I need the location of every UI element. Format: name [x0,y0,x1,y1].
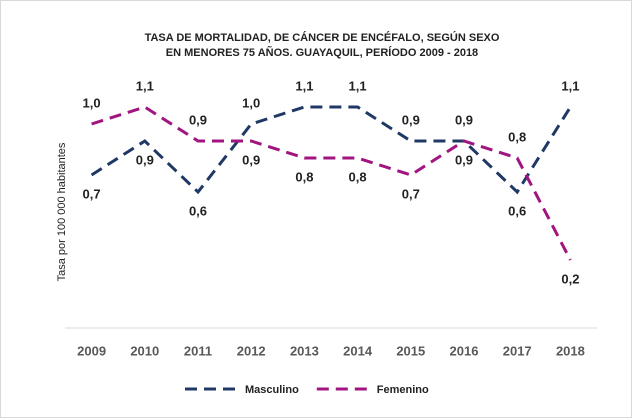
x-tick-label: 2010 [130,343,159,358]
x-tick-label: 2011 [184,343,212,358]
data-label: 0,6 [189,203,207,218]
chart-title: TASA DE MORTALIDAD, DE CÁNCER DE ENCÉFAL… [145,31,500,44]
data-label: 0,8 [508,129,526,144]
data-label: 1,0 [83,95,101,110]
data-label: 0,9 [455,152,473,167]
data-label: 0,2 [561,271,579,286]
data-label: 0,9 [189,112,207,127]
data-label: 0,8 [349,169,367,184]
x-tick-label: 2014 [343,343,373,358]
x-tick-label: 2009 [77,343,106,358]
data-label: 0,7 [402,186,420,201]
x-tick-label: 2016 [450,343,479,358]
data-label: 1,1 [295,78,313,93]
legend-label: Femenino [377,384,429,396]
x-tick-label: 2012 [237,343,266,358]
data-label: 1,1 [349,78,367,93]
x-tick-label: 2017 [503,343,532,358]
data-label: 0,7 [83,186,101,201]
series-line [90,105,572,195]
data-label: 0,9 [455,112,473,127]
data-label: 1,1 [136,78,154,93]
series-line [91,105,572,261]
y-axis-title: Tasa por 100 000 habitantes [56,142,68,281]
legend-label: Masculino [245,384,299,396]
x-tick-label: 2013 [290,343,319,358]
x-tick-label: 2015 [396,343,425,358]
x-tick-label: 2018 [556,343,585,358]
data-label: 1,1 [561,78,579,93]
chart-title: EN MENORES 75 AÑOS. GUAYAQUIL, PERÍODO 2… [166,46,478,59]
data-label: 1,0 [242,95,260,110]
data-label: 0,9 [242,152,260,167]
data-label: 0,6 [508,203,526,218]
data-label: 0,9 [136,152,154,167]
data-label: 0,9 [402,112,420,127]
data-label: 0,8 [295,169,313,184]
